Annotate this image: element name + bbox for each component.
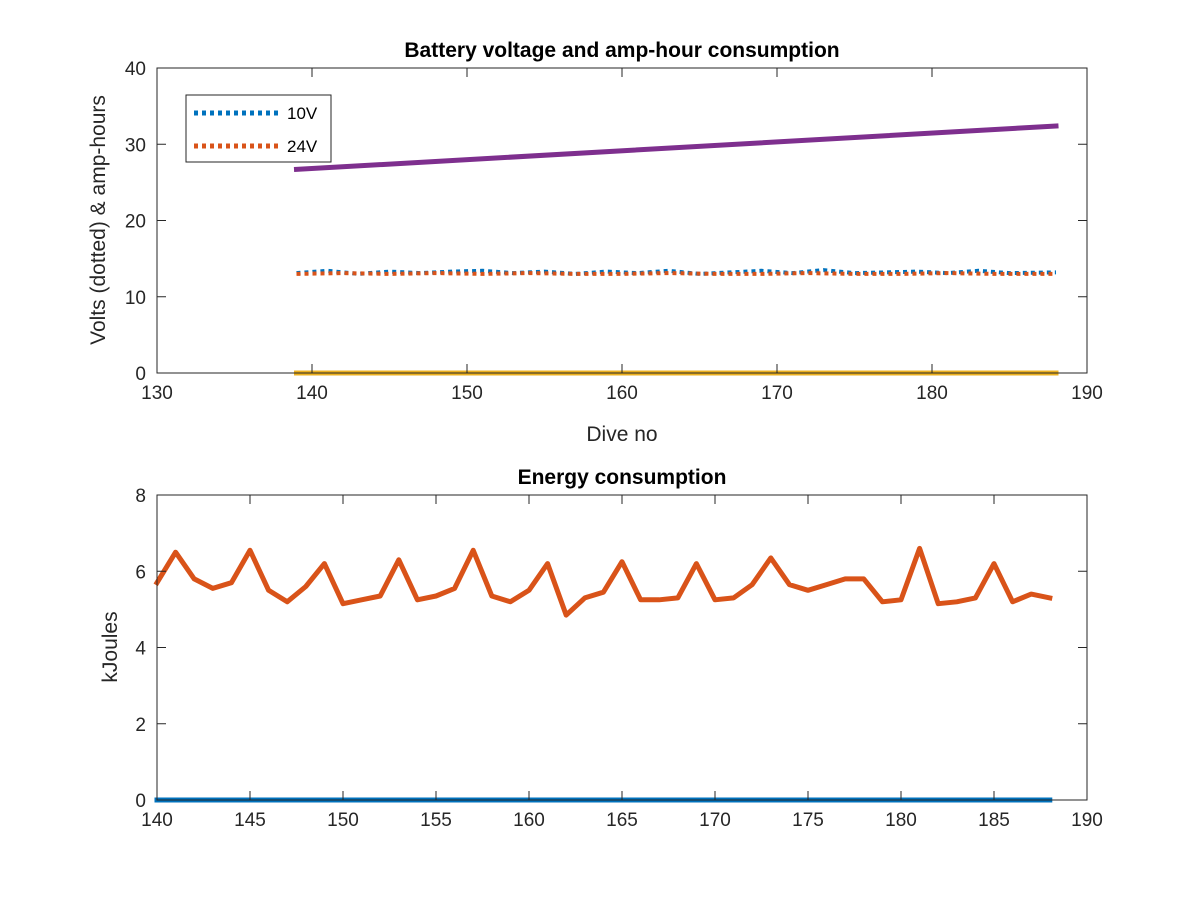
series-line-1 xyxy=(153,545,1053,618)
y-tick-label: 10 xyxy=(125,288,146,309)
legend-box xyxy=(185,94,332,163)
x-tick-label: 180 xyxy=(916,383,948,404)
x-tick-label: 150 xyxy=(327,810,359,831)
legend-label-10v: 10V xyxy=(287,104,318,123)
y-tick-label: 20 xyxy=(125,212,146,233)
x-tick-label: 165 xyxy=(606,810,638,831)
legend: 10V 24V xyxy=(185,94,332,163)
x-tick-label: 170 xyxy=(699,810,731,831)
x-tick-label: 140 xyxy=(296,383,328,404)
x-tick-label: 140 xyxy=(141,810,173,831)
y-tick-label: 40 xyxy=(125,59,146,80)
x-tick-label: 190 xyxy=(1071,383,1103,404)
y-tick-label: 8 xyxy=(135,486,146,507)
x-tick-label: 155 xyxy=(420,810,452,831)
x-tick-label: 130 xyxy=(141,383,173,404)
plot-area xyxy=(157,495,1087,800)
x-tick-label: 170 xyxy=(761,383,793,404)
x-tick-label: 190 xyxy=(1071,810,1103,831)
chart-title: Energy consumption xyxy=(518,466,727,489)
y-axis-label: Volts (dotted) & amp-hours xyxy=(87,95,110,345)
y-tick-label: 6 xyxy=(135,562,146,583)
series-line-3 xyxy=(293,123,1059,173)
y-tick-label: 2 xyxy=(135,715,146,736)
y-tick-label: 0 xyxy=(135,791,146,812)
chart-energy-consumption: 140 145 150 155 160 165 170 175 180 185 190 0 2 4 6 8 E… xyxy=(99,466,1103,831)
tick-layer: 140 145 150 155 160 165 170 175 180 185 190 0 2 4 6 8 xyxy=(135,486,1102,831)
y-tick-label: 4 xyxy=(135,639,146,660)
x-axis-label: Dive no xyxy=(586,423,657,446)
x-tick-label: 160 xyxy=(513,810,545,831)
x-tick-label: 145 xyxy=(234,810,266,831)
legend-label-24v: 24V xyxy=(287,137,318,156)
x-tick-label: 180 xyxy=(885,810,917,831)
tick-layer: 130 140 150 160 170 180 190 0 10 20 30 40 xyxy=(125,59,1103,404)
chart-battery-voltage: 130 140 150 160 170 180 190 0 10 20 30 40 Battery v… xyxy=(87,39,1103,446)
y-tick-label: 0 xyxy=(135,364,146,385)
y-tick-label: 30 xyxy=(125,135,146,156)
x-tick-label: 160 xyxy=(606,383,638,404)
x-tick-label: 175 xyxy=(792,810,824,831)
y-axis-label: kJoules xyxy=(99,611,122,682)
x-tick-label: 150 xyxy=(451,383,483,404)
chart-title: Battery voltage and amp-hour consumption xyxy=(404,39,839,62)
x-tick-label: 185 xyxy=(978,810,1010,831)
